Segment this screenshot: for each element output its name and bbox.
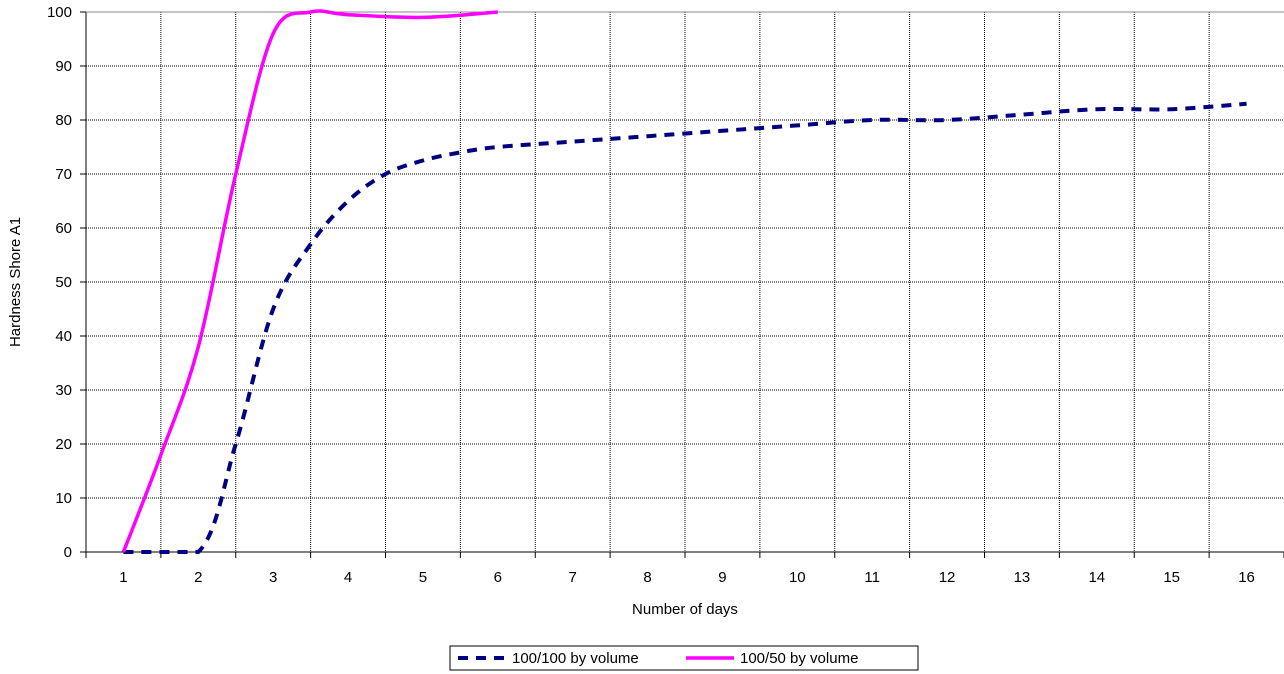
x-tick-label: 4 [344, 569, 352, 586]
x-tick-label: 13 [1014, 569, 1031, 586]
x-axis-title: Number of days [632, 601, 738, 618]
x-tick-label: 15 [1163, 569, 1180, 586]
x-tick-label: 14 [1088, 569, 1105, 586]
x-tick-label: 1 [119, 569, 127, 586]
y-tick-label: 20 [55, 436, 72, 453]
y-tick-label: 10 [55, 490, 72, 507]
x-tick-label: 11 [864, 569, 880, 586]
x-tick-label: 2 [194, 569, 202, 586]
x-tick-label: 16 [1238, 569, 1255, 586]
y-tick-label: 70 [55, 166, 72, 183]
series-line-1 [123, 101, 1247, 555]
y-tick-label: 80 [55, 112, 72, 129]
x-tick-label: 7 [569, 569, 577, 586]
y-axis-title: Hardness Shore A1 [7, 217, 24, 347]
y-tick-label: 50 [55, 274, 72, 291]
x-tick-label: 9 [718, 569, 726, 586]
legend-box [449, 645, 919, 671]
x-tick-label: 6 [494, 569, 502, 586]
y-tick-label: 0 [64, 544, 72, 561]
series-line-2 [121, 9, 498, 553]
y-tick-label: 60 [55, 220, 72, 237]
x-tick-label: 5 [419, 569, 427, 586]
x-tick-label: 10 [789, 569, 806, 586]
y-tick-label: 30 [55, 382, 72, 399]
legend-label-1: 100/100 by volume [512, 650, 639, 667]
legend-label-2: 100/50 by volume [740, 650, 858, 667]
y-tick-label: 100 [47, 4, 72, 21]
x-tick-label: 3 [269, 569, 277, 586]
y-tick-label: 40 [55, 328, 72, 345]
y-tick-label: 90 [55, 58, 72, 75]
x-tick-label: 8 [643, 569, 651, 586]
x-tick-label: 12 [939, 569, 956, 586]
